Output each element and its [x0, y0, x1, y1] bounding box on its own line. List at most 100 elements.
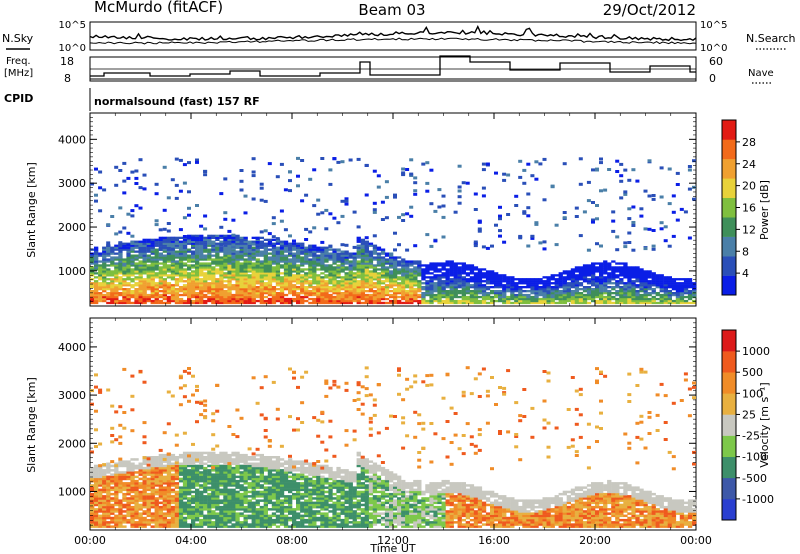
heatmap-cell [215, 297, 220, 301]
heatmap-cell [389, 256, 394, 259]
heatmap-cell [409, 272, 414, 275]
heatmap-cell [320, 292, 325, 295]
heatmap-cell [187, 206, 191, 210]
heatmap-cell [417, 264, 422, 267]
heatmap-cell [195, 482, 200, 485]
heatmap-cell [94, 260, 99, 263]
heatmap-cell [102, 290, 107, 293]
heatmap-cell [146, 518, 151, 522]
heatmap-cell [130, 290, 135, 293]
heatmap-cell [328, 293, 333, 297]
heatmap-cell [114, 503, 119, 507]
heatmap-cell [308, 250, 313, 253]
heatmap-cell [94, 495, 99, 498]
heatmap-cell [441, 264, 446, 267]
heatmap-cell [211, 453, 216, 457]
heatmap-cell [271, 280, 277, 283]
heatmap-cell [554, 243, 559, 247]
heatmap-cell [578, 292, 584, 295]
heatmap-cell [607, 272, 612, 275]
heatmap-cell [199, 240, 204, 243]
heatmap-cell [187, 508, 192, 511]
heatmap-cell [312, 204, 317, 208]
heatmap-cell [376, 262, 382, 265]
heatmap-cell [227, 495, 232, 498]
heatmap-cell [142, 499, 147, 502]
heatmap-cell [433, 209, 438, 213]
heatmap-cell [114, 488, 119, 492]
heatmap-cell [300, 246, 305, 249]
heatmap-cell [526, 290, 531, 293]
heatmap-cell [150, 246, 155, 249]
heatmap-cell [300, 297, 305, 301]
heatmap-cell [227, 479, 232, 483]
heatmap-cell [611, 297, 616, 301]
heatmap-cell [166, 458, 172, 461]
heatmap-cell [328, 244, 333, 248]
heatmap-cell [158, 266, 163, 269]
heatmap-cell [352, 292, 357, 295]
heatmap-cell [372, 258, 378, 261]
heatmap-cell [332, 252, 337, 255]
heatmap-cell [146, 276, 151, 279]
heatmap-cell [158, 475, 163, 479]
heatmap-cell [94, 258, 99, 261]
heatmap-cell [158, 460, 163, 463]
heatmap-cell [106, 282, 111, 285]
heatmap-cell [187, 471, 192, 474]
heatmap-cell [227, 497, 232, 500]
noise-left-tick-top: 10^5 [59, 20, 86, 31]
heatmap-cell [413, 292, 418, 295]
heatmap-cell [126, 510, 131, 513]
heatmap-cell [259, 246, 264, 249]
heatmap-cell [170, 501, 176, 505]
heatmap-cell [138, 477, 143, 481]
heatmap-cell [170, 505, 176, 509]
heatmap-cell [332, 290, 337, 293]
heatmap-cell [174, 458, 180, 461]
heatmap-cell [187, 458, 192, 461]
heatmap-cell [352, 254, 357, 257]
heatmap-cell [162, 290, 167, 293]
heatmap-cell [166, 486, 172, 489]
heatmap-cell [150, 475, 155, 479]
heatmap-cell [279, 299, 285, 303]
heatmap-cell [615, 284, 620, 287]
heatmap-cell [308, 260, 313, 263]
heatmap-cell [178, 514, 184, 518]
heatmap-cell [267, 297, 273, 301]
heatmap-cell [174, 256, 180, 259]
heatmap-cell [514, 284, 519, 287]
heatmap-cell [368, 266, 374, 269]
heatmap-cell [453, 262, 458, 265]
heatmap-cell [429, 297, 434, 301]
heatmap-cell [263, 276, 268, 279]
heatmap-cell [279, 292, 285, 295]
heatmap-cell [98, 260, 103, 263]
heatmap-cell [122, 191, 127, 195]
heatmap-cell [328, 301, 333, 305]
heatmap-cell [623, 292, 628, 295]
heatmap-cell [207, 503, 212, 507]
heatmap-cell [166, 501, 172, 505]
heatmap-cell [324, 270, 329, 273]
heatmap-cell [211, 286, 216, 289]
heatmap-cell [199, 297, 204, 301]
heatmap-cell [558, 282, 563, 285]
heatmap-cell [320, 252, 325, 255]
power-ylabel: Slant Range [km] [25, 162, 38, 258]
heatmap-cell [195, 246, 200, 249]
heatmap-cell [368, 286, 374, 289]
heatmap-cell [461, 266, 466, 269]
heatmap-cell [106, 295, 111, 299]
heatmap-cell [94, 199, 98, 203]
heatmap-cell [166, 523, 172, 526]
heatmap-cell [360, 280, 365, 283]
heatmap-cell [328, 280, 333, 283]
heatmap-cell [162, 284, 167, 287]
heatmap-cell [332, 157, 337, 161]
heatmap-cell [562, 295, 567, 299]
heatmap-cell [485, 293, 491, 297]
heatmap-cell [187, 486, 192, 489]
heatmap-cell [199, 299, 204, 303]
